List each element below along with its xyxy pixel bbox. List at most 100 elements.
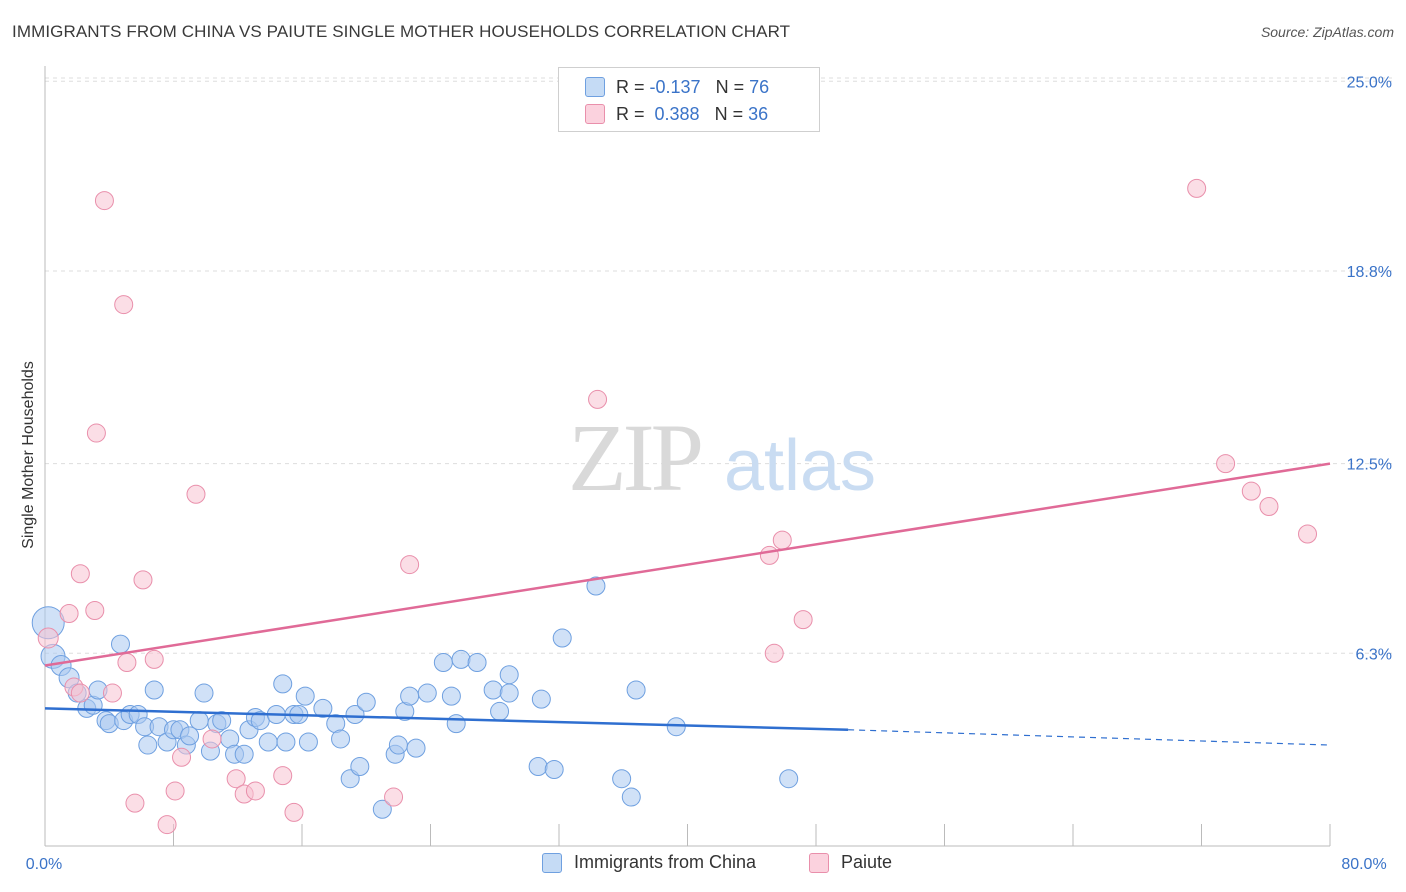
legend-n-value-china: 76 (749, 76, 770, 97)
trendlines (44, 462, 1331, 746)
point-paiute (588, 389, 608, 409)
point-paiute (125, 793, 145, 813)
legend-r-label: R = (616, 76, 650, 97)
legend-swatch-china (585, 77, 605, 97)
point-china (621, 787, 641, 807)
point-china (273, 674, 293, 694)
point-paiute (384, 787, 404, 807)
point-paiute (1298, 524, 1318, 544)
point-china (483, 680, 503, 700)
y-tick-label: 25.0% (1347, 74, 1392, 91)
point-china (552, 628, 572, 648)
point-china (612, 769, 632, 789)
point-paiute (37, 627, 59, 649)
point-paiute (226, 769, 246, 789)
point-china (528, 756, 548, 776)
point-china (372, 799, 392, 819)
point-paiute (186, 484, 206, 504)
legend-n-label: N = (715, 76, 750, 97)
legend-swatch-paiute (585, 104, 605, 124)
legend-r-value-paiute: 0.388 (649, 103, 700, 124)
point-paiute (102, 683, 122, 703)
point-china (194, 683, 214, 703)
point-china (406, 738, 426, 758)
point-paiute (793, 610, 813, 630)
point-china (313, 698, 333, 718)
point-china (446, 714, 466, 734)
point-china (544, 760, 564, 780)
legend-label-paiute: Paiute (841, 852, 893, 872)
point-china (276, 732, 296, 752)
legend-r-value-china: -0.137 (649, 76, 701, 97)
legend-r-label: R = (616, 103, 650, 124)
series-legend: Immigrants from China Paiute (0, 852, 1406, 878)
point-paiute (764, 643, 784, 663)
point-china (400, 686, 420, 706)
legend-swatch-paiute (809, 852, 829, 873)
point-china (331, 729, 351, 749)
point-china (388, 735, 408, 755)
point-china (180, 726, 200, 746)
point-china (417, 683, 437, 703)
correlation-legend: R = -0.137 N = 76 R = 0.388 N = 36 (558, 67, 820, 132)
legend-label-china: Immigrants from China (574, 852, 757, 872)
point-china (586, 576, 606, 596)
point-china (298, 732, 318, 752)
point-paiute (273, 766, 293, 786)
point-paiute (772, 530, 792, 550)
point-china (531, 689, 551, 709)
point-paiute (202, 729, 222, 749)
legend-item-china[interactable]: Immigrants from China (542, 852, 756, 873)
y-tick-label: 12.5% (1347, 457, 1392, 474)
point-paiute (59, 604, 79, 624)
point-paiute (165, 781, 185, 801)
point-paiute (86, 423, 106, 443)
chart-title: IMMIGRANTS FROM CHINA VS PAIUTE SINGLE M… (12, 22, 791, 41)
point-china (441, 686, 461, 706)
point-paiute (157, 815, 177, 835)
legend-swatch-china (542, 852, 562, 873)
point-paiute (172, 747, 192, 767)
point-paiute (70, 564, 90, 584)
point-china (189, 711, 209, 731)
point-paiute (1187, 178, 1207, 198)
point-paiute (245, 781, 265, 801)
point-paiute (117, 652, 137, 672)
y-tick-label: 6.3% (1356, 646, 1392, 663)
axes (44, 66, 1331, 847)
point-china (234, 744, 254, 764)
point-paiute (133, 570, 153, 590)
point-paiute (1241, 481, 1261, 501)
point-china (433, 652, 453, 672)
point-china (212, 711, 232, 731)
point-paiute (284, 802, 304, 822)
point-china (350, 756, 370, 776)
point-china (499, 683, 519, 703)
point-paiute (1216, 454, 1236, 474)
point-china (144, 680, 164, 700)
x-tick-label: 80.0% (1341, 856, 1386, 873)
point-paiute (400, 555, 420, 575)
point-china (110, 634, 130, 654)
gridlines (45, 77, 1392, 654)
source-label: Source: ZipAtlas.com (1260, 24, 1394, 40)
x-tick-label: 0.0% (26, 856, 62, 873)
point-china (499, 665, 519, 685)
point-china (490, 701, 510, 721)
point-china (345, 704, 365, 724)
point-china (451, 649, 471, 669)
point-china (779, 769, 799, 789)
trendline-paiute (44, 462, 1331, 667)
point-paiute (144, 649, 164, 669)
point-paiute (94, 191, 114, 211)
point-paiute (114, 295, 134, 315)
legend-item-paiute[interactable]: Paiute (809, 852, 892, 873)
watermark-zip: ZIP (568, 404, 701, 511)
trendline-china-extension (848, 729, 1331, 746)
point-paiute (85, 600, 105, 620)
legend-n-label: N = (714, 103, 749, 124)
point-paiute (759, 545, 779, 565)
point-paiute (70, 683, 90, 703)
point-china (138, 735, 158, 755)
